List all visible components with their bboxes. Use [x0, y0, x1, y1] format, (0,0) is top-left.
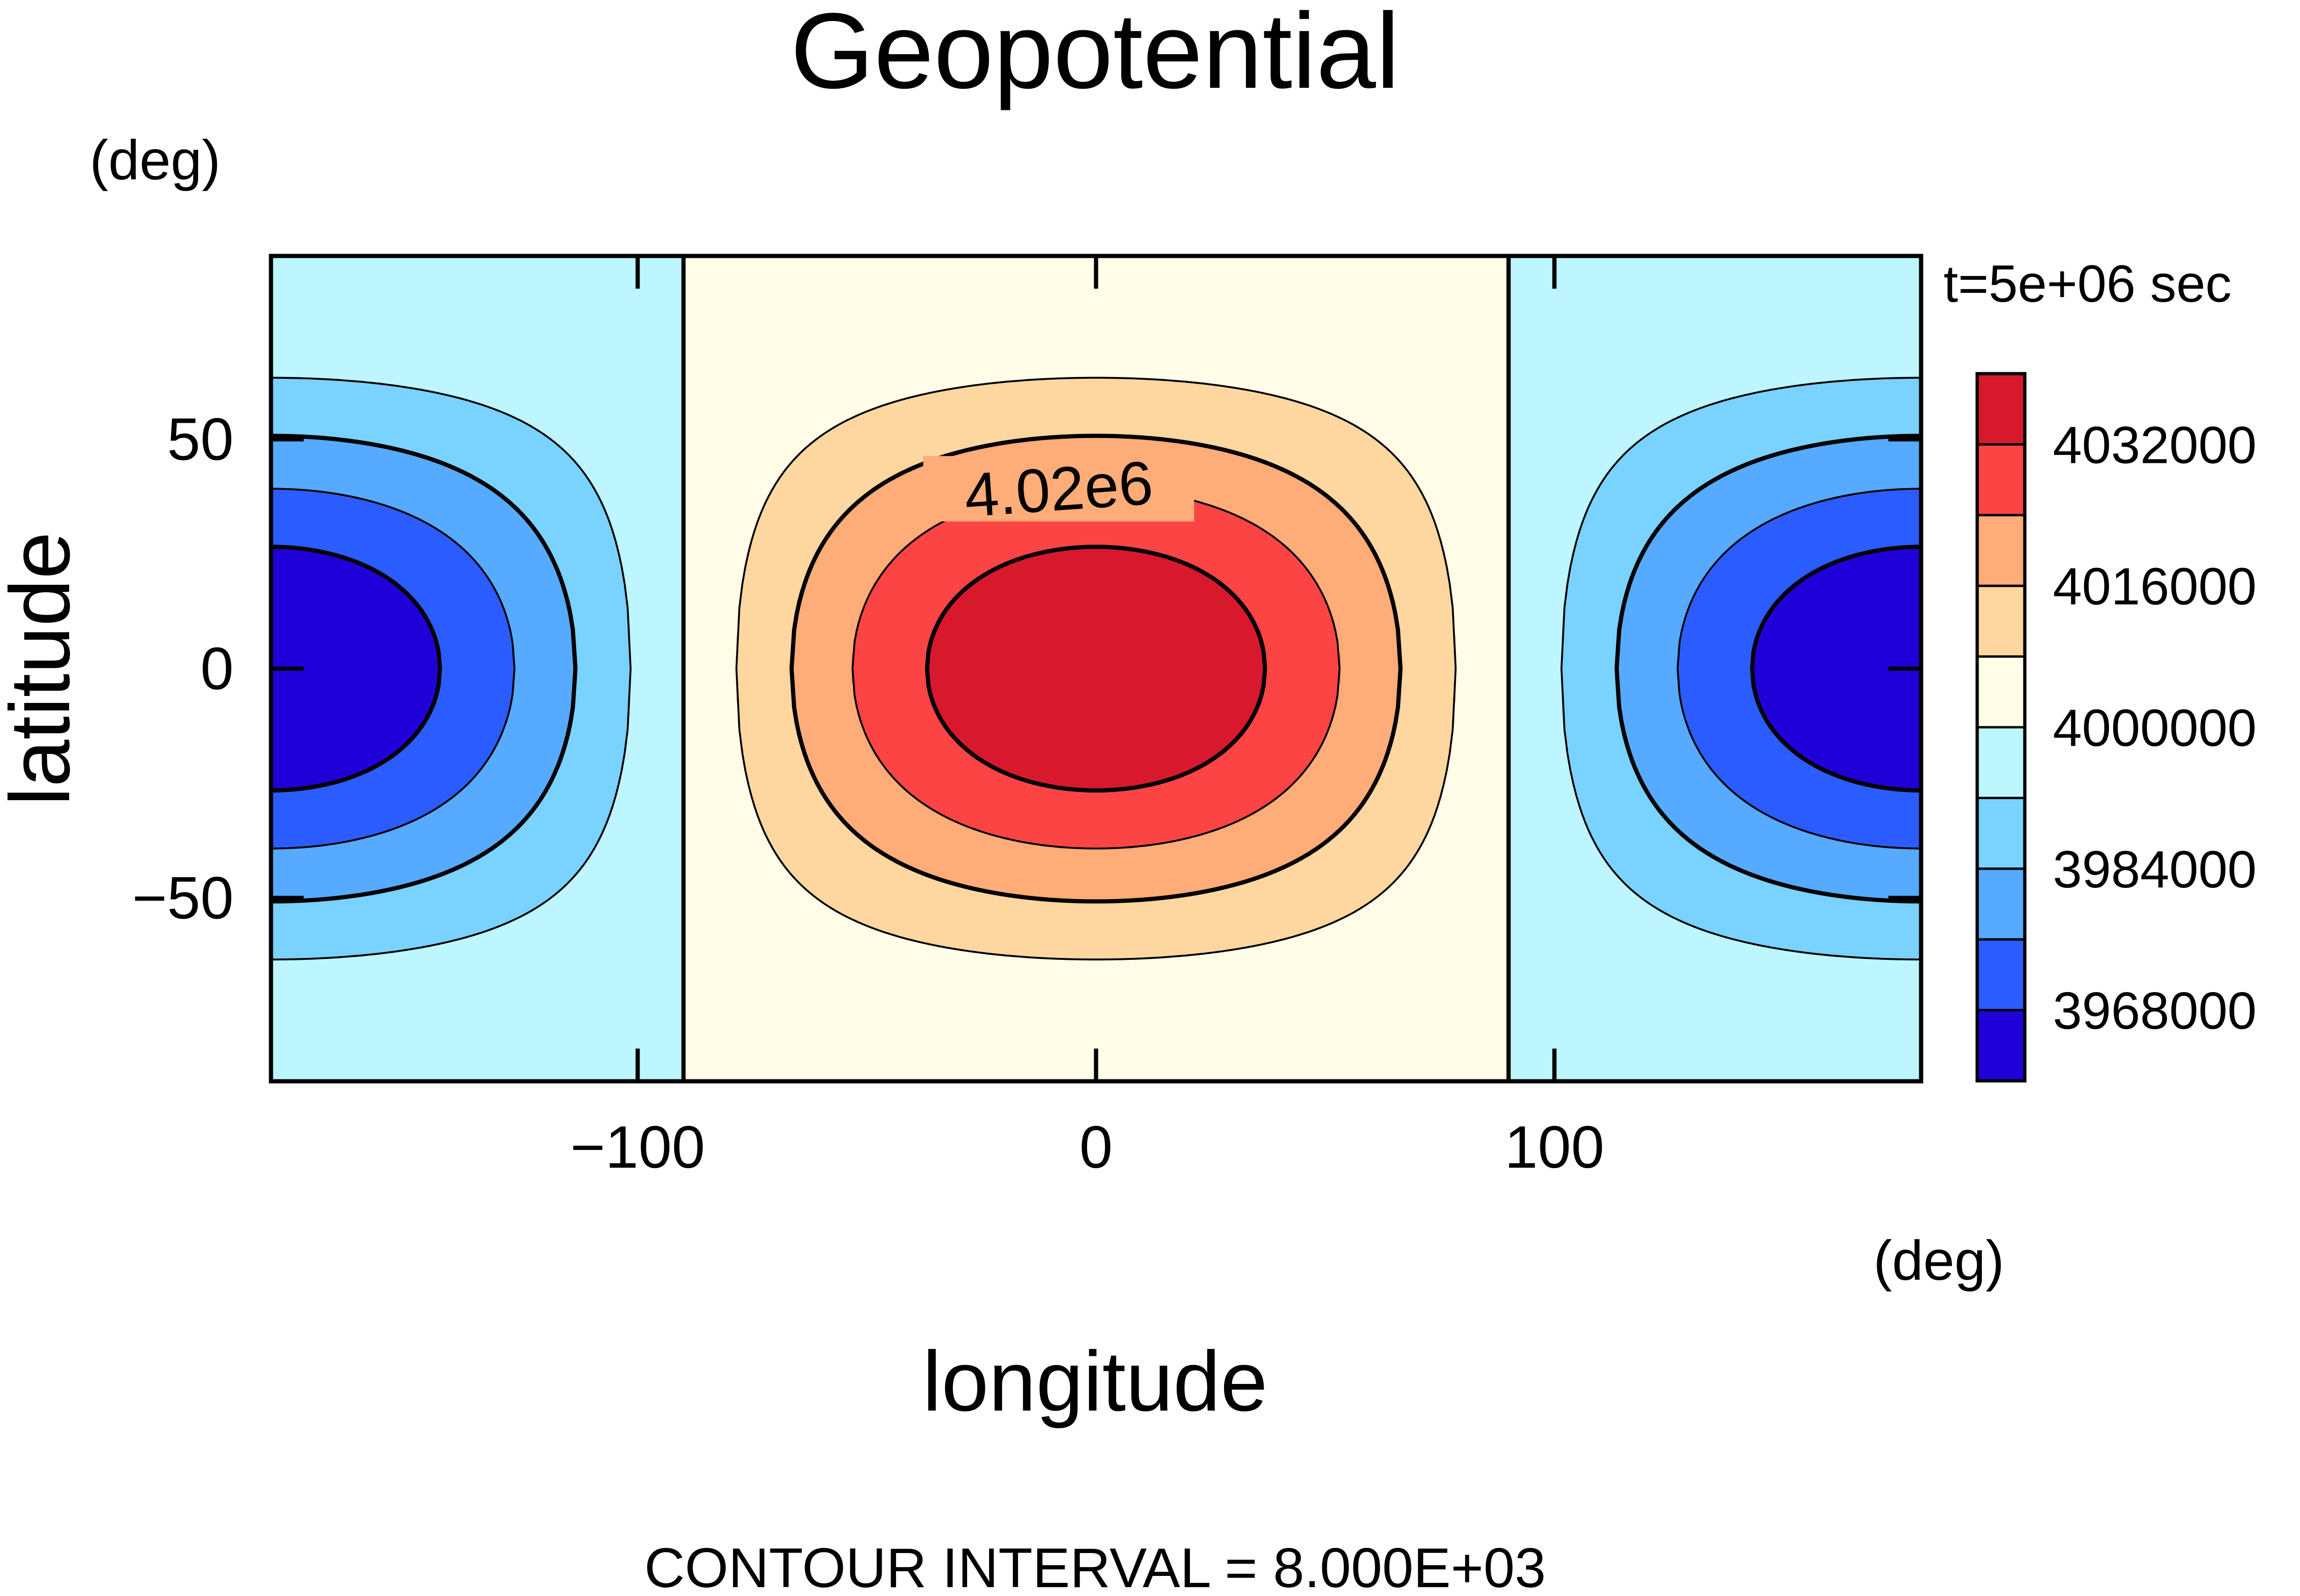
colorbar-swatch	[1976, 584, 2026, 658]
chart-title: Geopotential	[790, 0, 1400, 111]
contour-line	[1750, 545, 1921, 793]
axis-ticks	[271, 256, 1921, 1081]
colorbar-tick-label: 4016000	[2053, 557, 2257, 616]
x-tick-label: 100	[1504, 1114, 1604, 1181]
colorbar-tick-label: 3968000	[2053, 982, 2257, 1040]
colorbar-swatch	[1976, 514, 2026, 587]
contour-line	[1614, 433, 1921, 904]
contour-line	[789, 433, 1403, 904]
colorbar-tick-label: 4000000	[2053, 699, 2257, 757]
y-axis-unit: (deg)	[90, 129, 221, 192]
y-tick-labels: −50 0 50	[132, 406, 234, 932]
contour-line	[271, 545, 442, 793]
contour-line	[271, 376, 632, 961]
colorbar: 3968000 3984000 4000000 4016000 4032000	[1975, 372, 2257, 1083]
y-tick-label: −50	[132, 865, 234, 931]
contour-interval-note: CONTOUR INTERVAL = 8.000E+03	[644, 1537, 1546, 1596]
x-tick-labels: −100 0 100	[570, 1114, 1604, 1181]
contour-fill	[271, 256, 1921, 1081]
colorbar-swatch	[1976, 443, 2026, 517]
contour-label-group: 4.02e6	[923, 448, 1194, 530]
colorbar-swatch	[1976, 796, 2026, 870]
contour-label-background	[923, 456, 1194, 522]
x-tick-label: −100	[570, 1114, 705, 1181]
contour-lines	[271, 256, 1921, 1081]
x-axis-unit: (deg)	[1873, 1229, 2004, 1292]
colorbar-swatch	[1976, 655, 2026, 729]
x-tick-label: 0	[1079, 1114, 1112, 1181]
y-tick-label: 50	[167, 406, 234, 473]
colorbar-tick-label: 4032000	[2053, 416, 2257, 474]
colorbar-swatches	[1976, 372, 2026, 1082]
y-tick-label: 0	[200, 636, 234, 702]
colorbar-labels: 3968000 3984000 4000000 4016000 4032000	[2053, 416, 2257, 1040]
colorbar-swatch	[1976, 1009, 2026, 1082]
colorbar-swatch	[1976, 372, 2026, 446]
contour-line	[271, 488, 516, 850]
contour-label: 4.02e6	[962, 448, 1155, 530]
colorbar-swatch	[1976, 867, 2026, 941]
colorbar-swatch	[1976, 726, 2026, 799]
x-axis-label: longitude	[923, 1334, 1268, 1429]
contour-line	[735, 376, 1457, 961]
contour-line	[271, 433, 578, 904]
contour-line	[1676, 488, 1921, 850]
time-label: t=5e+06 sec	[1944, 255, 2232, 313]
y-axis-label: latitude	[0, 532, 87, 806]
contour-line	[925, 545, 1267, 793]
plot-area	[271, 256, 1921, 1081]
colorbar-swatch	[1976, 938, 2026, 1012]
colorbar-tick-label: 3984000	[2053, 840, 2257, 899]
colorbar-frame	[1975, 372, 2027, 1083]
contour-line	[1560, 376, 1921, 961]
